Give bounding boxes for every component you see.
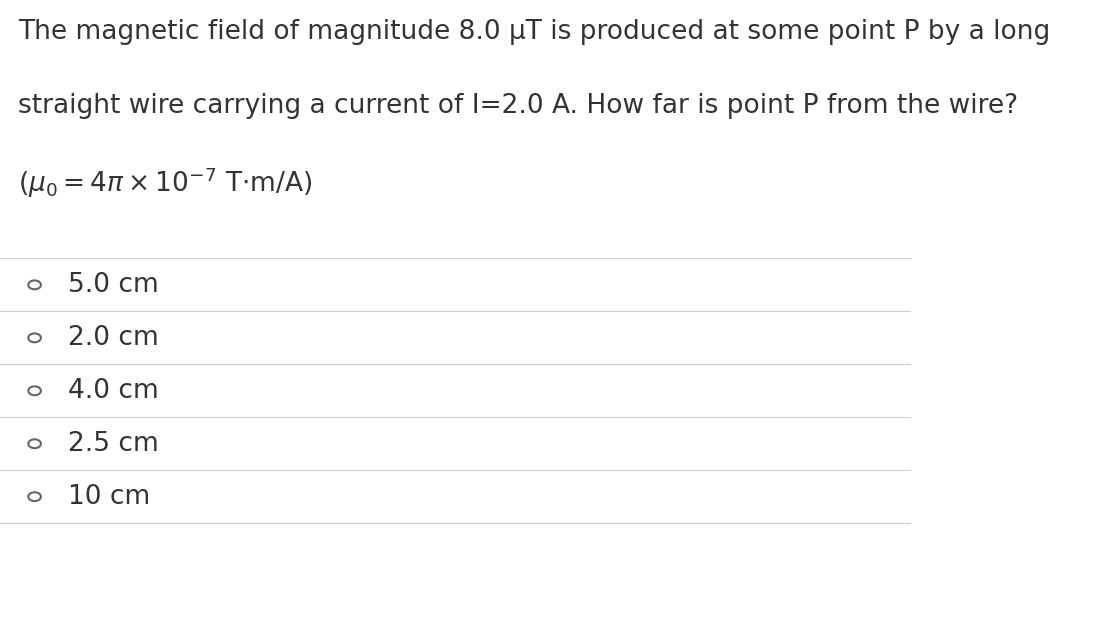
Text: 2.0 cm: 2.0 cm xyxy=(68,325,159,351)
Text: 2.5 cm: 2.5 cm xyxy=(68,431,159,457)
Text: 4.0 cm: 4.0 cm xyxy=(68,378,159,404)
Text: $(\mu_0 = 4\pi \times 10^{-7}\ \mathrm{T{\cdot}m/A})$: $(\mu_0 = 4\pi \times 10^{-7}\ \mathrm{T… xyxy=(18,166,312,200)
Text: 10 cm: 10 cm xyxy=(68,484,150,510)
Text: straight wire carrying a current of I=2.0 A. How far is point P from the wire?: straight wire carrying a current of I=2.… xyxy=(18,93,1018,119)
Text: 5.0 cm: 5.0 cm xyxy=(68,272,159,298)
Text: The magnetic field of magnitude 8.0 μT is produced at some point P by a long: The magnetic field of magnitude 8.0 μT i… xyxy=(18,19,1050,45)
